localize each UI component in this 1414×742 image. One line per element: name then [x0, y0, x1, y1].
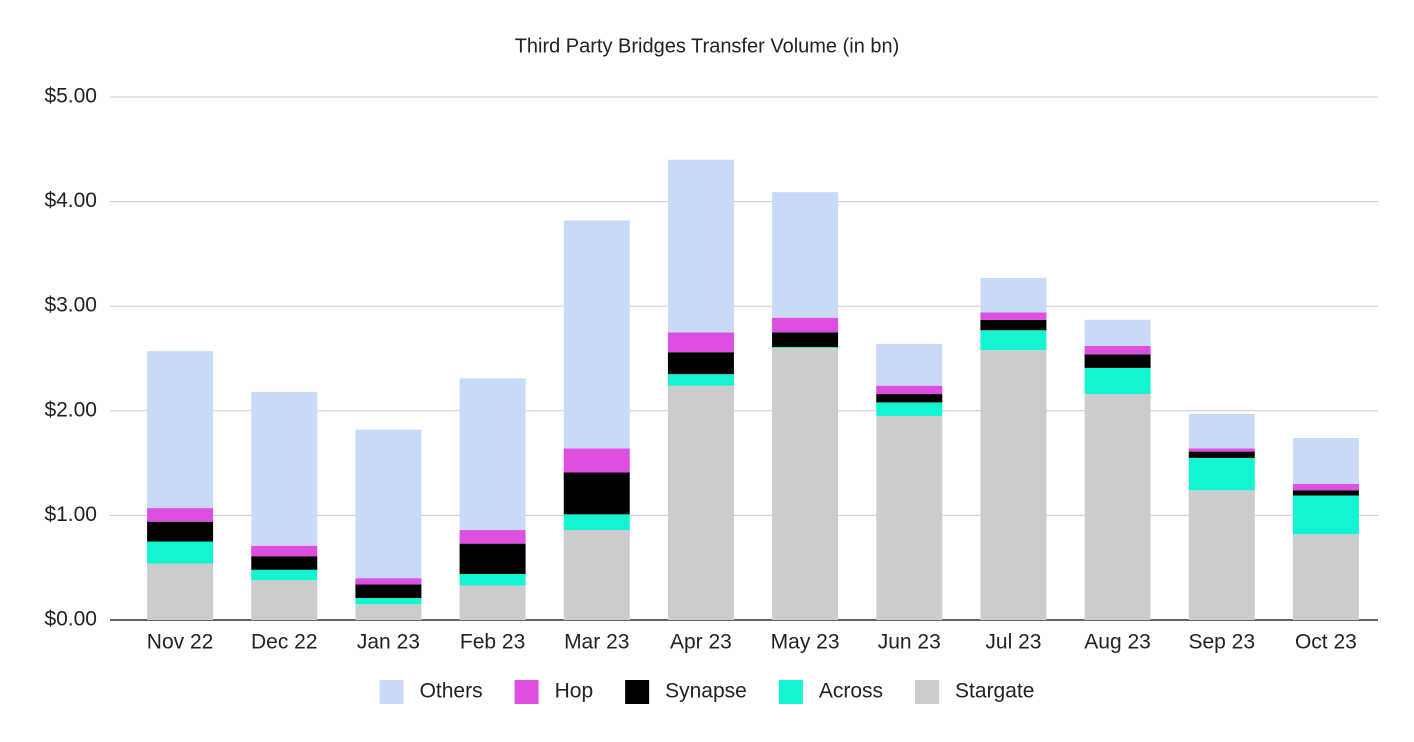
x-tick-label: Jul 23 — [985, 631, 1041, 654]
bar-segment — [1084, 319, 1151, 346]
bar-segment — [251, 391, 318, 546]
bar-segment — [667, 159, 734, 333]
bar-segment — [876, 343, 943, 386]
x-tick-label: Nov 22 — [147, 631, 214, 654]
legend-swatch — [625, 680, 650, 704]
bar-segment — [772, 332, 839, 347]
y-tick-label: $4.00 — [44, 189, 97, 212]
legend-swatch — [915, 680, 940, 704]
x-tick-label: Apr 23 — [670, 631, 732, 654]
bar-segment — [980, 312, 1047, 320]
bar-segment — [459, 530, 526, 544]
bar-segment — [667, 385, 734, 620]
bar-segment — [876, 416, 943, 620]
bar-segment — [147, 508, 214, 522]
bar-segment — [563, 472, 630, 515]
bar-segment — [876, 402, 943, 417]
bar-segment — [563, 220, 630, 449]
bar-segment — [980, 319, 1047, 331]
bar-segment — [563, 514, 630, 531]
legend-swatch — [379, 680, 404, 704]
y-tick-label: $5.00 — [44, 85, 97, 108]
bar-segment — [1292, 490, 1359, 496]
bar-segment — [1188, 451, 1255, 458]
bar-segment — [1188, 490, 1255, 620]
bar-segment — [1188, 413, 1255, 449]
bar-segment — [1292, 484, 1359, 491]
bar-segment — [563, 448, 630, 473]
bar-segment — [147, 351, 214, 509]
bar-segment — [667, 374, 734, 386]
bar-segment — [1188, 457, 1255, 491]
bar-segment — [251, 580, 318, 620]
bar-segment — [1292, 437, 1359, 485]
legend-label: Hop — [555, 680, 594, 703]
bar-segment — [459, 378, 526, 531]
x-tick-label: Jan 23 — [357, 631, 420, 654]
bar-segment — [772, 192, 839, 318]
bar-segment — [876, 394, 943, 403]
bar-segment — [667, 332, 734, 353]
bar-segment — [355, 598, 422, 605]
bar-segment — [251, 556, 318, 570]
bar-segment — [1188, 448, 1255, 452]
bar-segment — [980, 330, 1047, 351]
bar-segment — [355, 584, 422, 599]
bar-segment — [147, 521, 214, 542]
bar-segment — [355, 578, 422, 585]
chart-title: Third Party Bridges Transfer Volume (in … — [515, 35, 900, 57]
y-tick-label: $3.00 — [44, 294, 97, 317]
y-tick-label: $2.00 — [44, 398, 97, 421]
legend-label: Synapse — [665, 680, 747, 703]
bar-segment — [147, 541, 214, 564]
x-tick-label: Aug 23 — [1084, 631, 1151, 654]
x-tick-label: Oct 23 — [1295, 631, 1357, 654]
bar-segment — [1292, 534, 1359, 620]
bar-segment — [147, 563, 214, 620]
bar-segment — [980, 350, 1047, 620]
bar-segment — [1292, 495, 1359, 535]
bar-segment — [1084, 367, 1151, 395]
x-tick-label: Feb 23 — [460, 631, 525, 654]
bar-segment — [459, 543, 526, 574]
x-tick-label: Jun 23 — [878, 631, 941, 654]
bar-segment — [1084, 354, 1151, 368]
bar-segment — [980, 277, 1047, 313]
bar-segment — [459, 573, 526, 586]
legend-label: Across — [819, 680, 883, 703]
legend-swatch — [778, 680, 803, 704]
bar-segment — [1084, 394, 1151, 620]
legend-label: Stargate — [955, 680, 1034, 703]
bar-segment — [667, 352, 734, 375]
bar-segment — [1084, 345, 1151, 355]
legend-label: Others — [420, 680, 483, 703]
bar-segment — [563, 530, 630, 620]
x-tick-label: Sep 23 — [1188, 631, 1255, 654]
bar-segment — [355, 604, 422, 620]
bar-segment — [772, 317, 839, 333]
bar-segment — [355, 429, 422, 579]
y-tick-label: $1.00 — [44, 503, 97, 526]
legend-swatch — [514, 680, 539, 704]
bar-segment — [459, 585, 526, 620]
bar-segment — [876, 385, 943, 395]
y-tick-label: $0.00 — [44, 608, 97, 631]
x-tick-label: May 23 — [771, 631, 840, 654]
x-tick-label: Mar 23 — [564, 631, 629, 654]
bar-segment — [772, 348, 839, 620]
bar-segment — [251, 545, 318, 557]
x-tick-label: Dec 22 — [251, 631, 318, 654]
bar-segment — [251, 569, 318, 581]
bar-segment — [772, 346, 839, 349]
